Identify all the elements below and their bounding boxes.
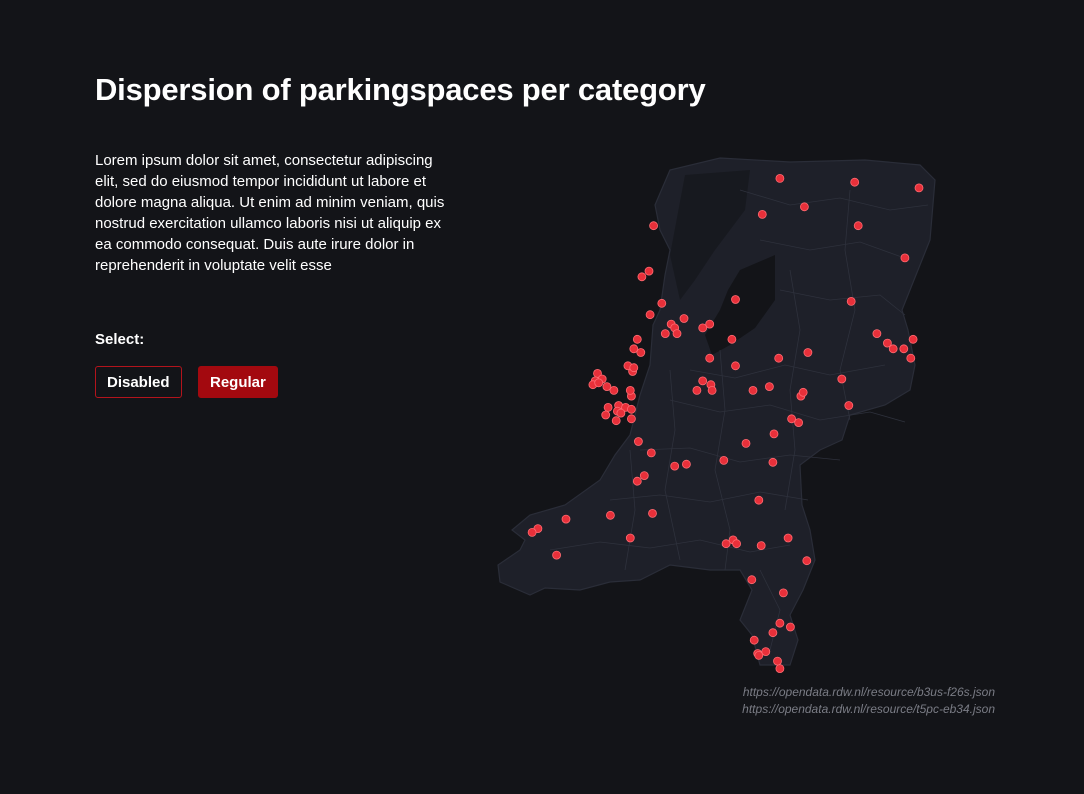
parking-marker[interactable] <box>609 385 619 395</box>
parking-marker[interactable] <box>681 459 691 469</box>
parking-marker[interactable] <box>603 402 613 412</box>
parking-marker[interactable] <box>606 510 615 520</box>
parking-marker[interactable] <box>527 527 537 537</box>
parking-marker[interactable] <box>846 296 856 306</box>
parking-marker[interactable] <box>775 664 785 673</box>
intro-text: Lorem ipsum dolor sit amet, consectetur … <box>95 152 445 274</box>
parking-marker[interactable] <box>625 385 635 395</box>
parking-marker[interactable] <box>639 471 649 481</box>
parking-marker[interactable] <box>799 202 809 212</box>
parking-marker[interactable] <box>906 353 916 363</box>
parking-marker[interactable] <box>756 541 766 551</box>
parking-marker[interactable] <box>803 348 813 357</box>
parking-marker[interactable] <box>692 385 702 395</box>
parking-marker[interactable] <box>721 539 731 549</box>
parking-marker[interactable] <box>705 319 715 329</box>
parking-marker[interactable] <box>802 556 812 566</box>
parking-marker[interactable] <box>908 334 918 344</box>
parking-marker[interactable] <box>732 539 742 549</box>
source-link[interactable]: https://opendata.rdw.nl/resource/b3us-f2… <box>742 685 995 699</box>
parking-marker[interactable] <box>768 457 778 467</box>
wadden-water <box>670 170 750 300</box>
parking-marker[interactable] <box>773 656 782 666</box>
parking-marker[interactable] <box>637 272 647 282</box>
parking-marker[interactable] <box>601 410 611 420</box>
parking-marker[interactable] <box>798 387 808 397</box>
data-sources: https://opendata.rdw.nl/resource/b3us-f2… <box>742 684 995 718</box>
parking-marker[interactable] <box>629 363 639 373</box>
parking-marker[interactable] <box>657 298 667 308</box>
parking-marker[interactable] <box>646 448 656 458</box>
parking-marker[interactable] <box>626 414 636 424</box>
parking-marker[interactable] <box>679 314 689 323</box>
parking-marker[interactable] <box>633 437 643 446</box>
select-label: Select: <box>95 331 145 348</box>
parking-marker[interactable] <box>636 348 646 357</box>
parking-marker[interactable] <box>882 338 892 348</box>
parking-marker[interactable] <box>561 514 571 524</box>
parking-marker[interactable] <box>757 210 767 219</box>
parking-marker[interactable] <box>769 429 779 439</box>
parking-marker[interactable] <box>749 635 759 645</box>
parking-marker[interactable] <box>900 253 910 263</box>
parking-marker[interactable] <box>698 376 708 386</box>
parking-marker[interactable] <box>754 650 764 660</box>
parking-marker[interactable] <box>632 334 642 344</box>
parking-marker[interactable] <box>611 416 621 426</box>
parking-marker[interactable] <box>778 588 788 598</box>
parking-marker[interactable] <box>844 401 854 410</box>
parking-marker[interactable] <box>914 183 924 193</box>
parking-marker[interactable] <box>594 378 604 388</box>
parking-marker[interactable] <box>644 266 654 276</box>
parking-marker[interactable] <box>775 618 785 628</box>
parking-marker[interactable] <box>705 353 715 363</box>
parking-marker[interactable] <box>899 344 909 354</box>
parking-marker[interactable] <box>602 382 612 392</box>
parking-marker[interactable] <box>872 329 882 339</box>
parking-marker[interactable] <box>629 344 639 354</box>
parking-marker[interactable] <box>707 385 717 395</box>
ijsselmeer-water <box>705 255 775 355</box>
parking-marker[interactable] <box>794 418 804 428</box>
parking-marker[interactable] <box>648 508 657 518</box>
parking-marker[interactable] <box>850 177 860 187</box>
parking-marker[interactable] <box>761 647 771 657</box>
parking-marker[interactable] <box>632 476 642 486</box>
parking-marker[interactable] <box>645 310 655 320</box>
parking-marker[interactable] <box>660 329 670 339</box>
parking-marker[interactable] <box>626 404 636 414</box>
parking-marker[interactable] <box>698 323 708 333</box>
parking-marker[interactable] <box>748 385 758 395</box>
parking-marker[interactable] <box>764 382 774 392</box>
regular-filter-button[interactable]: Regular <box>198 366 278 398</box>
parking-marker[interactable] <box>670 461 680 471</box>
parking-marker[interactable] <box>747 575 757 585</box>
parking-marker[interactable] <box>616 408 626 418</box>
parking-marker[interactable] <box>741 438 751 448</box>
municipality-borders <box>549 189 929 651</box>
parking-marker[interactable] <box>672 329 682 339</box>
parking-marker[interactable] <box>837 374 847 384</box>
parking-marker[interactable] <box>625 533 635 543</box>
parking-marker[interactable] <box>719 455 729 465</box>
parking-marker[interactable] <box>888 344 898 354</box>
parking-marker[interactable] <box>649 221 659 231</box>
source-link[interactable]: https://opendata.rdw.nl/resource/t5pc-eb… <box>742 702 995 716</box>
disabled-filter-button[interactable]: Disabled <box>95 366 182 398</box>
parking-marker[interactable] <box>774 353 784 363</box>
parking-marker[interactable] <box>768 628 778 638</box>
parking-marker[interactable] <box>731 361 740 371</box>
netherlands-map[interactable] <box>490 150 940 680</box>
parking-marker[interactable] <box>853 221 863 231</box>
parking-marker[interactable] <box>552 550 561 560</box>
parking-marker[interactable] <box>727 334 737 344</box>
parking-marker[interactable] <box>775 173 785 183</box>
parking-marker[interactable] <box>754 495 764 505</box>
parking-markers <box>527 173 924 673</box>
parking-marker[interactable] <box>785 622 795 632</box>
parking-marker[interactable] <box>787 414 797 424</box>
page-title: Dispersion of parkingspaces per category <box>95 72 706 107</box>
parking-marker[interactable] <box>783 533 793 543</box>
parking-marker[interactable] <box>731 295 740 304</box>
